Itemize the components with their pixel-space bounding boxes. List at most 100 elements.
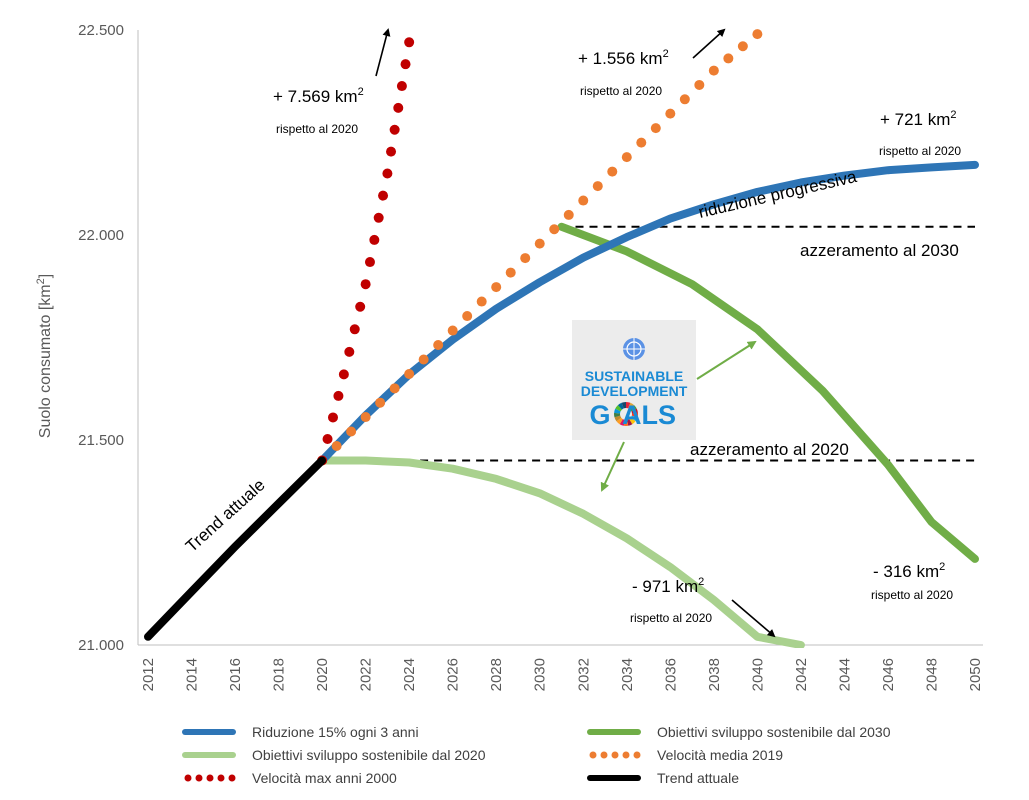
rispetto-verde-chiaro: rispetto al 2020: [630, 611, 712, 625]
annotation-riduzione-progressiva: riduzione progressiva: [697, 167, 859, 222]
series-point-velocit-max-anni-2000: [322, 433, 333, 444]
series-point-velocit-max-anni-2000: [382, 168, 393, 179]
series-line-trend-attuale: [144, 456, 327, 641]
series-point-velocit-media-2019: [447, 325, 458, 336]
x-tick-label: 2040: [749, 658, 766, 691]
legend-swatch-velocit-max-anni-2000: [217, 774, 225, 782]
value-blu: + 721 km2: [880, 109, 957, 129]
series-point-velocit-max-anni-2000: [338, 369, 349, 380]
series-line-riduzione-15-ogni-3-anni: [318, 160, 979, 465]
series-point-velocit-media-2019: [360, 412, 371, 423]
sdg-wheel-segment: [623, 419, 629, 426]
series-point-velocit-media-2019: [621, 152, 632, 163]
series-point-velocit-max-anni-2000: [333, 390, 344, 401]
sdg-wheel-segment: [631, 408, 638, 414]
series-point-velocit-media-2019: [607, 166, 618, 177]
series-point-velocit-media-2019: [723, 53, 734, 64]
x-tick-label: 2012: [140, 658, 157, 691]
series-point-velocit-max-anni-2000: [393, 102, 404, 113]
sdg-wheel-segment: [614, 415, 622, 422]
sdg-wheel-segment: [616, 417, 623, 425]
x-tick-label: 2018: [271, 658, 288, 691]
sdg-wheel-segment: [615, 405, 622, 412]
series-point-velocit-max-anni-2000: [404, 37, 415, 48]
value-arancio: + 1.556 km2: [578, 48, 669, 68]
series-point-velocit-max-anni-2000: [378, 190, 389, 201]
series-point-velocit-media-2019: [752, 29, 763, 40]
series-point-velocit-media-2019: [505, 267, 516, 278]
y-tick-label: 22.500: [78, 22, 124, 39]
legend-label-obiettivi-sviluppo-sostenibile-dal-2020: Obiettivi sviluppo sostenibile dal 2020: [252, 747, 486, 763]
value-verde-chiaro: - 971 km2: [632, 576, 704, 596]
y-tick-label: 22.000: [78, 227, 124, 244]
annotation-azzeramento-2020: azzeramento al 2020: [690, 440, 849, 459]
x-tick-labels: 2012 2014 2016 2018 2020 2022 2024 2026 2028 2030…: [140, 658, 984, 691]
x-tick-label: 2036: [662, 658, 679, 691]
x-tick-label: 2028: [488, 658, 505, 691]
rispetto-rosso: rispetto al 2020: [276, 122, 358, 136]
legend-label-riduzione-15-ogni-3-anni: Riduzione 15% ogni 3 anni: [252, 724, 419, 740]
series-point-velocit-media-2019: [636, 137, 647, 148]
series-point-velocit-media-2019: [592, 181, 603, 192]
sdg-wheel-segment: [619, 419, 625, 426]
sdg-wheel-segment: [614, 412, 621, 418]
sdg-wheel-segment: [630, 405, 637, 412]
sdg-logo: SUSTAINABLE DEVELOPMENT G ALS: [572, 320, 696, 440]
annotation-azzeramento-2030: azzeramento al 2030: [800, 241, 959, 260]
series-point-velocit-media-2019: [520, 253, 531, 264]
x-tick-label: 2044: [836, 658, 853, 691]
sdg-line1: SUSTAINABLE: [585, 368, 684, 384]
x-tick-label: 2014: [184, 658, 201, 691]
series-line-obiettivi-sviluppo-sostenibile-dal-2030: [557, 222, 979, 563]
series-point-velocit-media-2019: [679, 94, 690, 105]
legend-label-trend-attuale: Trend attuale: [657, 770, 739, 786]
series-point-velocit-media-2019: [491, 282, 502, 293]
series-point-velocit-max-anni-2000: [344, 346, 355, 357]
arrow-arancio: [692, 28, 726, 59]
legend-swatch-velocit-media-2019: [633, 751, 641, 759]
legend-swatch-velocit-media-2019: [622, 751, 630, 759]
x-tick-label: 2022: [358, 658, 375, 691]
series-point-velocit-media-2019: [665, 108, 676, 119]
value-verde-scuro: - 316 km2: [873, 561, 945, 581]
x-tick-label: 2020: [314, 658, 331, 691]
series-point-velocit-media-2019: [389, 383, 400, 394]
y-tick-labels: 21.000 21.500 22.000 22.500: [78, 22, 124, 654]
series-point-velocit-media-2019: [650, 123, 661, 134]
series-point-velocit-media-2019: [418, 354, 429, 365]
series-point-velocit-max-anni-2000: [360, 279, 371, 290]
sdg-wheel-segment: [628, 402, 635, 410]
un-emblem-icon: [623, 338, 645, 360]
series-point-velocit-max-anni-2000: [386, 146, 397, 157]
sdg-wheel-segment: [621, 402, 626, 409]
annotation-trend-attuale: Trend attuale: [182, 475, 269, 556]
series-point-velocit-max-anni-2000: [400, 59, 411, 70]
x-tick-label: 2026: [445, 658, 462, 691]
x-tick-label: 2032: [575, 658, 592, 691]
legend-label-obiettivi-sviluppo-sostenibile-dal-2030: Obiettivi sviluppo sostenibile dal 2030: [657, 724, 891, 740]
legend: Riduzione 15% ogni 3 anni Obiettivi svilu…: [182, 724, 891, 786]
arrow-verde-chiaro: [731, 599, 776, 638]
series-point-velocit-media-2019: [737, 41, 748, 52]
x-tick-label: 2024: [401, 658, 418, 691]
sdg-wheel-segment: [627, 419, 633, 426]
y-axis-label: Suolo consumato [km2]: [35, 274, 54, 438]
series-point-velocit-media-2019: [578, 195, 589, 206]
series-point-velocit-max-anni-2000: [396, 81, 407, 92]
series-point-velocit-max-anni-2000: [373, 212, 384, 223]
x-tick-label: 2042: [793, 658, 810, 691]
legend-swatch-velocit-max-anni-2000: [206, 774, 214, 782]
x-tick-label: 2048: [923, 658, 940, 691]
sdg-wheel-segment: [629, 417, 636, 425]
sdg-arrow-down: [600, 441, 625, 492]
series-line-obiettivi-sviluppo-sostenibile-dal-2020: [318, 456, 805, 648]
series-point-velocit-media-2019: [375, 397, 386, 408]
arrow-rosso: [375, 28, 391, 77]
sdg-wheel-segment: [617, 402, 624, 410]
legend-swatch-velocit-max-anni-2000: [228, 774, 236, 782]
x-tick-label: 2034: [619, 658, 636, 691]
series-point-velocit-media-2019: [331, 441, 342, 452]
legend-swatch-velocit-media-2019: [600, 751, 608, 759]
series-point-velocit-media-2019: [346, 426, 357, 437]
